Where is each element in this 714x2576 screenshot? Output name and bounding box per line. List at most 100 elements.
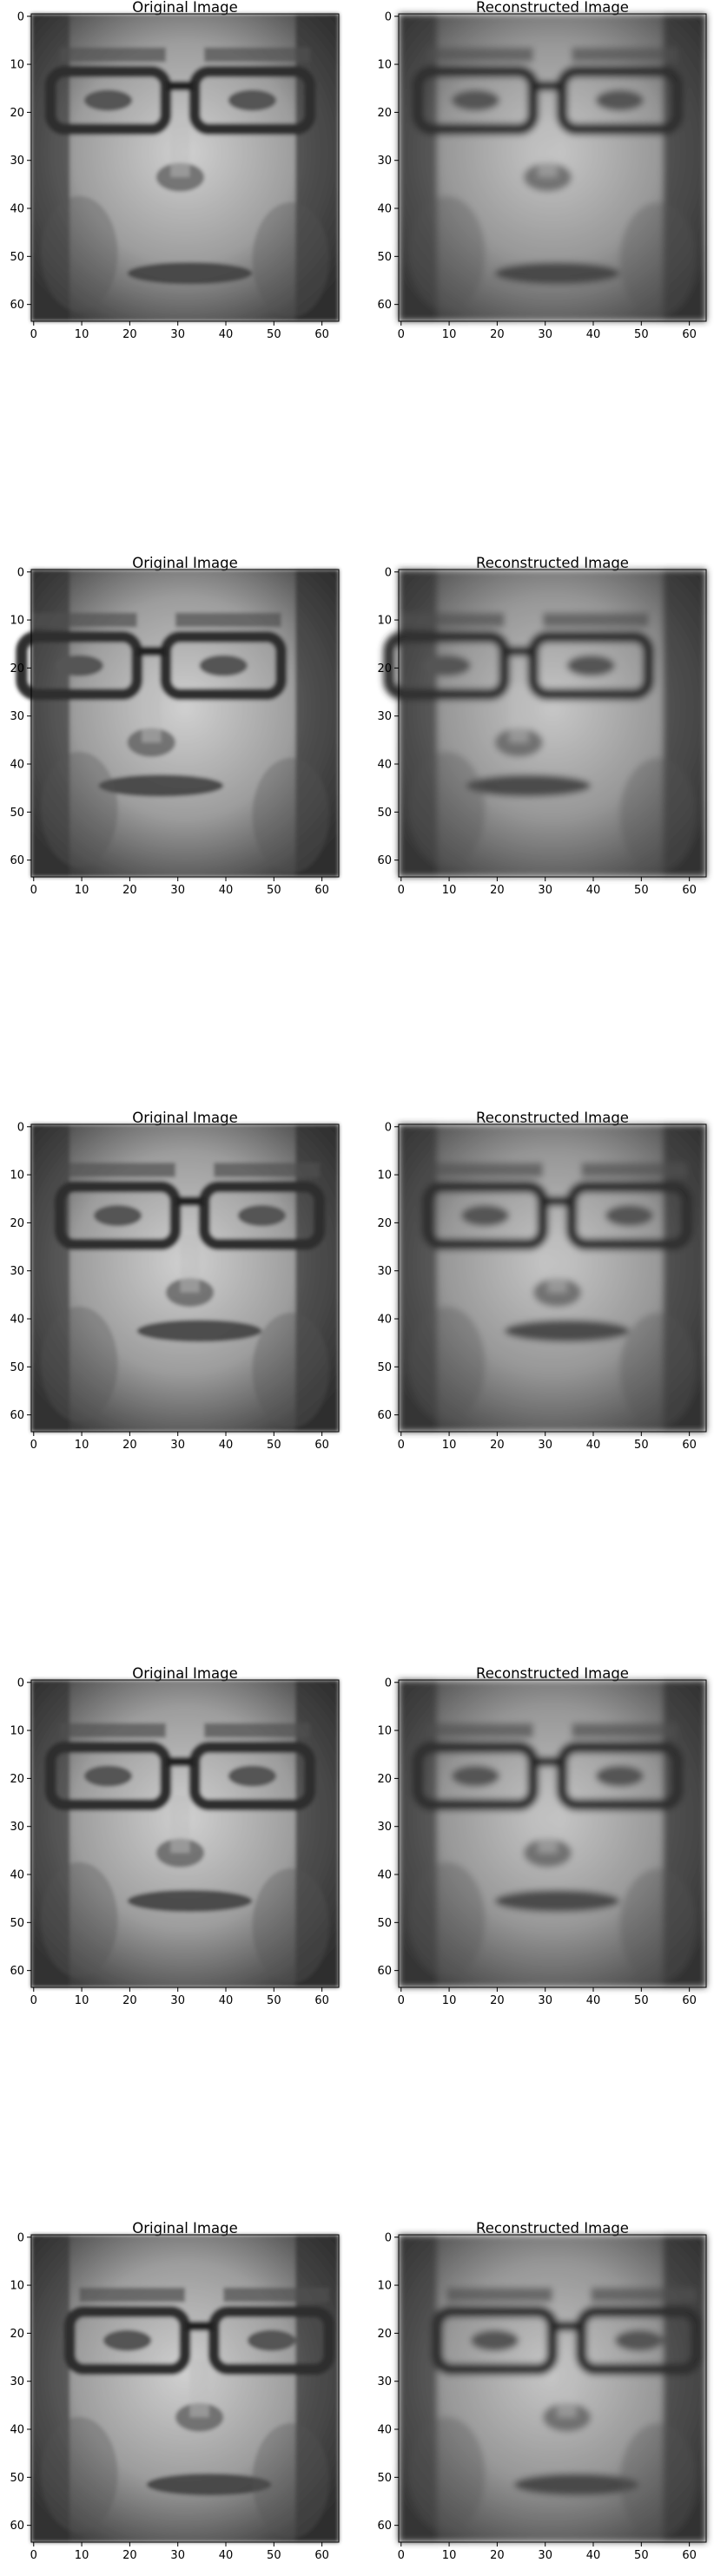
reconstructed-image-title: Reconstructed Image <box>476 555 629 571</box>
x-tick-label: 10 <box>442 2549 457 2562</box>
y-tick-label: 20 <box>377 1217 392 1230</box>
x-tick-label: 20 <box>122 1994 137 2007</box>
x-tick-label: 0 <box>398 884 405 897</box>
x-tick-label: 20 <box>122 2549 137 2562</box>
x-tick-label: 30 <box>170 328 185 341</box>
x-tick-label: 20 <box>490 328 505 341</box>
face-image <box>399 14 706 321</box>
x-tick-label: 30 <box>170 884 185 897</box>
x-tick-label: 0 <box>30 1439 37 1452</box>
x-tick-label: 20 <box>122 884 137 897</box>
x-tick-label: 60 <box>682 1994 697 2007</box>
original-image-panel <box>31 2235 339 2542</box>
x-tick-label: 50 <box>267 328 281 341</box>
y-tick-label: 50 <box>377 251 392 264</box>
y-tick-label: 50 <box>377 2472 392 2485</box>
x-tick-label: 0 <box>398 328 405 341</box>
y-tick-label: 0 <box>17 2231 24 2244</box>
x-tick-label: 0 <box>30 328 37 341</box>
reconstructed-image-panel <box>399 2235 706 2542</box>
x-tick-label: 30 <box>538 328 552 341</box>
y-tick-label: 0 <box>17 1121 24 1134</box>
reconstructed-image-panel <box>399 14 706 321</box>
y-tick-label: 10 <box>377 2280 392 2293</box>
y-tick-label: 20 <box>10 662 24 675</box>
reconstructed-image-title: Reconstructed Image <box>476 1665 629 1682</box>
x-tick-label: 50 <box>267 884 281 897</box>
y-tick-label: 60 <box>10 299 24 312</box>
original-image-panel <box>31 1680 339 1987</box>
y-tick-label: 20 <box>10 2328 24 2341</box>
reconstructed-image-panel <box>383 570 706 877</box>
y-tick-label: 50 <box>377 1917 392 1930</box>
x-tick-label: 50 <box>267 1439 281 1452</box>
original-image-title: Original Image <box>132 2220 238 2237</box>
y-tick-label: 10 <box>10 2280 24 2293</box>
x-tick-label: 20 <box>490 1994 505 2007</box>
face-image <box>31 1124 339 1432</box>
x-tick-label: 30 <box>170 1994 185 2007</box>
axes-frame <box>30 13 340 322</box>
y-tick-label: 20 <box>377 2328 392 2341</box>
x-tick-label: 30 <box>538 1439 552 1452</box>
x-tick-label: 0 <box>398 1439 405 1452</box>
x-tick-label: 20 <box>490 884 505 897</box>
y-tick-label: 30 <box>10 1821 24 1834</box>
x-tick-label: 10 <box>75 884 89 897</box>
y-tick-label: 40 <box>10 1869 24 1882</box>
x-tick-label: 40 <box>586 1439 601 1452</box>
original-image-panel <box>16 570 339 877</box>
y-tick-label: 10 <box>10 1725 24 1738</box>
x-tick-label: 50 <box>267 1994 281 2007</box>
y-tick-label: 50 <box>10 807 24 820</box>
reconstructed-image-title: Reconstructed Image <box>476 1110 629 1126</box>
x-tick-label: 60 <box>314 328 329 341</box>
y-tick-label: 0 <box>17 10 24 23</box>
y-tick-label: 20 <box>377 662 392 675</box>
x-tick-label: 0 <box>398 2549 405 2562</box>
y-tick-label: 10 <box>377 59 392 72</box>
y-tick-label: 40 <box>10 1314 24 1327</box>
y-tick-label: 60 <box>10 1409 24 1422</box>
y-tick-label: 60 <box>10 1965 24 1978</box>
x-tick-label: 10 <box>75 1439 89 1452</box>
x-tick-label: 50 <box>634 1994 649 2007</box>
y-tick-label: 0 <box>385 10 392 23</box>
y-tick-label: 50 <box>10 1917 24 1930</box>
face-image <box>383 570 706 877</box>
x-tick-label: 0 <box>30 884 37 897</box>
x-tick-label: 50 <box>634 884 649 897</box>
x-tick-label: 50 <box>267 2549 281 2562</box>
y-tick-label: 20 <box>377 1773 392 1786</box>
x-tick-label: 60 <box>682 884 697 897</box>
reconstructed-image-title: Reconstructed Image <box>476 0 629 16</box>
y-tick-label: 50 <box>10 2472 24 2485</box>
x-tick-label: 40 <box>586 1994 601 2007</box>
x-tick-label: 0 <box>30 1994 37 2007</box>
y-tick-label: 40 <box>10 759 24 772</box>
x-tick-label: 60 <box>314 1994 329 2007</box>
x-tick-label: 60 <box>682 1439 697 1452</box>
face-image <box>399 2235 706 2542</box>
y-tick-label: 30 <box>377 2375 392 2388</box>
x-tick-label: 20 <box>490 1439 505 1452</box>
x-tick-label: 50 <box>634 1439 649 1452</box>
axes-frame <box>30 1679 340 1988</box>
x-tick-label: 30 <box>170 2549 185 2562</box>
y-tick-label: 50 <box>377 807 392 820</box>
x-tick-label: 30 <box>538 1994 552 2007</box>
y-tick-label: 60 <box>377 2520 392 2533</box>
y-tick-label: 40 <box>10 2424 24 2437</box>
y-tick-label: 30 <box>377 1821 392 1834</box>
original-image-panel <box>31 1124 339 1432</box>
y-tick-label: 30 <box>10 2375 24 2388</box>
y-tick-label: 30 <box>10 1265 24 1278</box>
y-tick-label: 30 <box>377 710 392 723</box>
x-tick-label: 10 <box>75 1994 89 2007</box>
y-tick-label: 0 <box>17 1677 24 1690</box>
x-tick-label: 0 <box>30 2549 37 2562</box>
x-tick-label: 50 <box>634 328 649 341</box>
y-tick-label: 40 <box>377 1869 392 1882</box>
y-tick-label: 10 <box>377 1725 392 1738</box>
x-tick-label: 10 <box>442 884 457 897</box>
